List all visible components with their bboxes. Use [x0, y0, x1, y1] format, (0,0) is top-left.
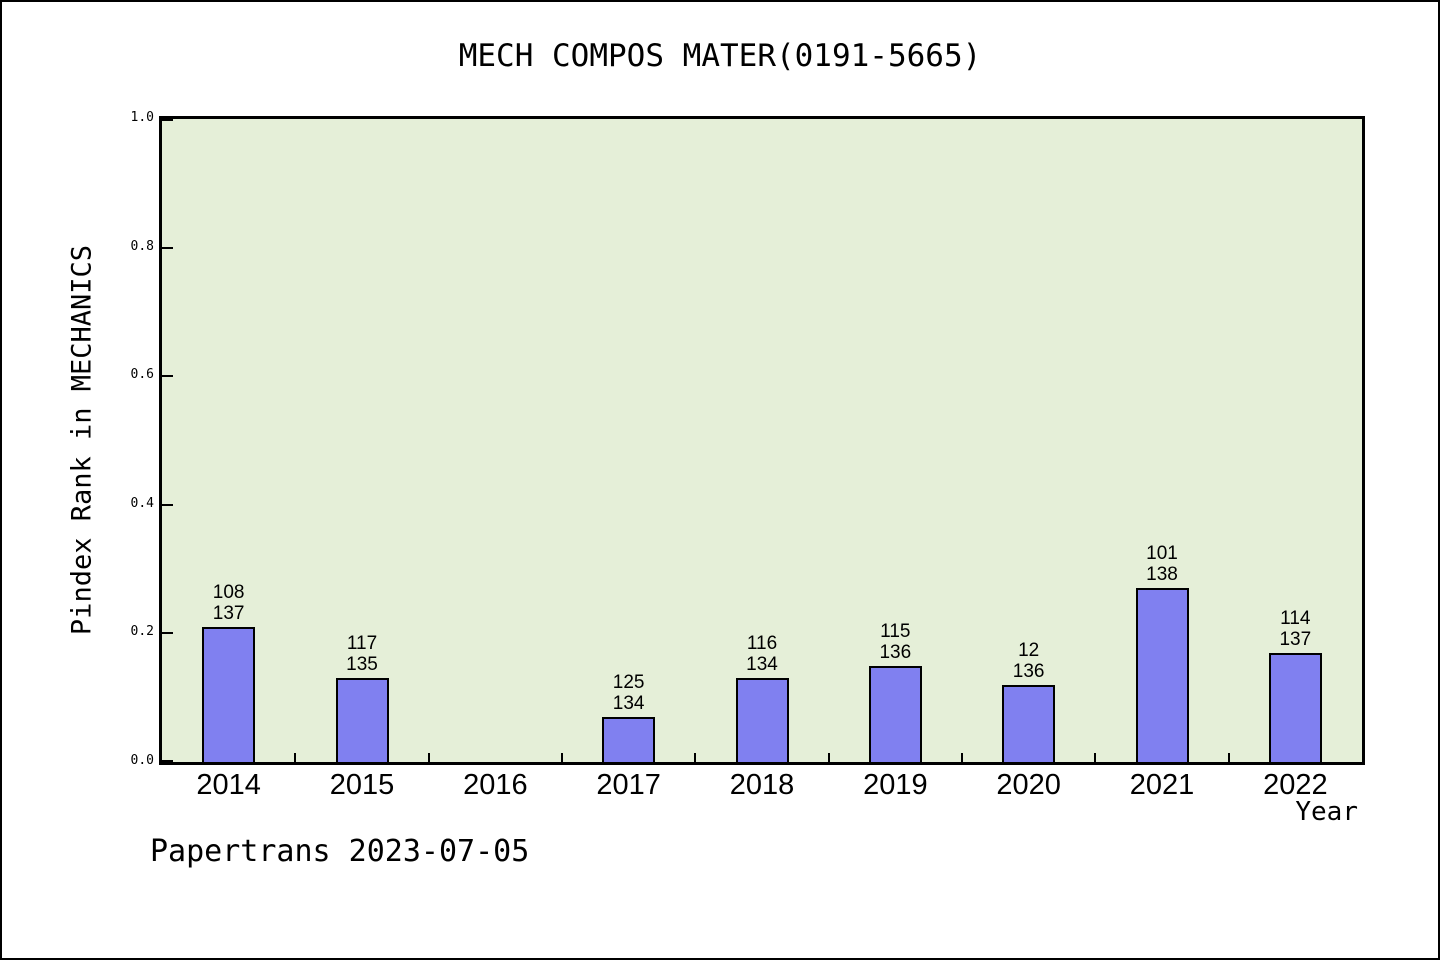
x-tick	[1094, 753, 1097, 762]
x-tick-label: 2016	[463, 769, 528, 801]
bar-value-line: 138	[1146, 564, 1178, 586]
y-tick-label: 0.2	[130, 624, 154, 640]
bar	[202, 626, 256, 762]
y-tick-label: 1.0	[130, 110, 154, 125]
bar-value-line: 136	[1012, 660, 1045, 682]
bar-value-line: 115	[880, 620, 911, 642]
x-tick-label: 2021	[1129, 769, 1195, 801]
x-tick	[694, 753, 697, 762]
bar	[735, 678, 789, 762]
y-tick-label: 0.6	[130, 367, 154, 383]
bar-value-label: 115 136	[835, 621, 955, 663]
x-tick-label: 2017	[596, 769, 661, 801]
bar-value-line: 134	[746, 654, 778, 676]
x-tick	[427, 753, 430, 762]
bar-value-line: 114	[1280, 607, 1311, 629]
bar	[335, 678, 389, 762]
bar-value-line: 137	[212, 602, 245, 624]
watermark-text: Papertrans 2023-07-05	[150, 834, 530, 869]
y-tick	[162, 119, 173, 121]
x-tick	[294, 753, 297, 762]
bar	[868, 665, 922, 762]
x-tick	[961, 753, 963, 762]
y-tick	[162, 632, 173, 635]
y-tick-label: 0.0	[130, 753, 154, 768]
bar-value-label: 101 138	[1102, 543, 1222, 585]
bar-value-label: 125 134	[569, 672, 689, 714]
plot-area: 0.0 0.2 0.4 0.6 0.8 1.0 108 137 2014 117 135 2015 20…	[131, 110, 1365, 801]
y-tick	[162, 503, 173, 506]
bar-value-label: 117 135	[302, 633, 422, 675]
bar-value-line: 134	[612, 693, 645, 714]
x-tick-label: 2022	[1263, 769, 1328, 801]
x-tick-label: 2019	[863, 769, 928, 801]
bar-value-label: 116 134	[702, 633, 822, 675]
bar-value-line: 135	[346, 654, 378, 676]
y-tick	[162, 760, 173, 762]
bar-value-line: 117	[346, 633, 378, 655]
bar-value-line: 137	[1279, 628, 1312, 650]
bar-value-line: 116	[746, 633, 778, 655]
bar	[1002, 684, 1056, 762]
x-tick	[827, 753, 830, 762]
x-tick	[1227, 753, 1230, 762]
x-tick-label: 2014	[196, 769, 261, 801]
x-tick-label: 2015	[329, 769, 395, 801]
x-axis-label: Year	[1295, 797, 1358, 827]
bar	[1268, 652, 1322, 762]
chart-title: MECH COMPOS MATER(0191-5665)	[458, 38, 982, 74]
bar-value-label: 12 136	[969, 640, 1089, 682]
x-tick-label: 2018	[729, 769, 795, 801]
x-tick	[561, 753, 563, 762]
bar-value-line: 12	[1018, 639, 1040, 661]
bar	[1135, 588, 1189, 762]
bar-value-line: 108	[212, 581, 245, 603]
bar-value-label: 114 137	[1235, 608, 1355, 650]
bar-value-line: 125	[612, 672, 645, 693]
y-tick-label: 0.4	[130, 495, 154, 511]
bar-value-label: 108 137	[169, 582, 289, 624]
y-tick	[162, 375, 173, 378]
y-tick	[162, 246, 173, 249]
bar-value-line: 136	[879, 641, 912, 663]
y-axis-label: Pindex Rank in MECHANICS	[66, 244, 98, 636]
bar	[602, 717, 656, 762]
x-tick-label: 2020	[996, 769, 1061, 801]
y-tick-label: 0.8	[130, 238, 154, 254]
bar-value-line: 101	[1146, 543, 1178, 565]
